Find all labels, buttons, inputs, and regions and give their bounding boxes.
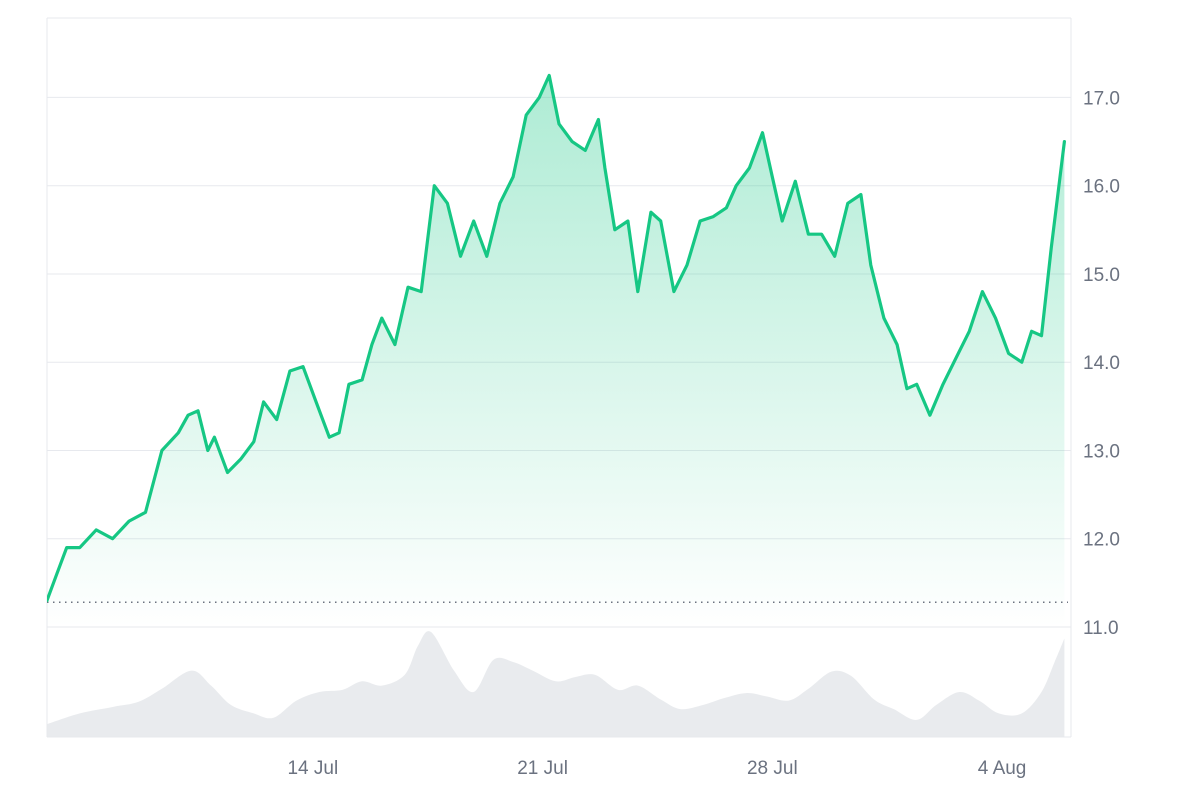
x-tick-label: 4 Aug — [978, 758, 1027, 779]
y-tick-label: 11.0 — [1083, 618, 1119, 639]
price-area-fill — [47, 75, 1065, 627]
volume-shape — [47, 631, 1065, 737]
volume-area — [47, 631, 1065, 737]
y-tick-label: 16.0 — [1083, 177, 1120, 198]
price-line — [47, 73, 1066, 603]
y-tick-label: 13.0 — [1083, 441, 1120, 462]
x-tick-label: 14 Jul — [287, 758, 338, 779]
y-tick-label: 15.0 — [1083, 265, 1120, 286]
y-tick-label: 14.0 — [1083, 353, 1120, 374]
y-axis-ticks: 11.0 12.0 13.0 14.0 15.0 16.0 17.0 — [1083, 88, 1120, 639]
price-area — [47, 75, 1065, 627]
x-tick-label: 28 Jul — [747, 758, 798, 779]
y-tick-label: 12.0 — [1083, 530, 1120, 551]
x-axis-ticks: 14 Jul 21 Jul 28 Jul 4 Aug — [287, 758, 1026, 779]
y-tick-label: 17.0 — [1083, 88, 1120, 109]
x-tick-label: 21 Jul — [517, 758, 568, 779]
price-series-line — [47, 73, 1066, 603]
